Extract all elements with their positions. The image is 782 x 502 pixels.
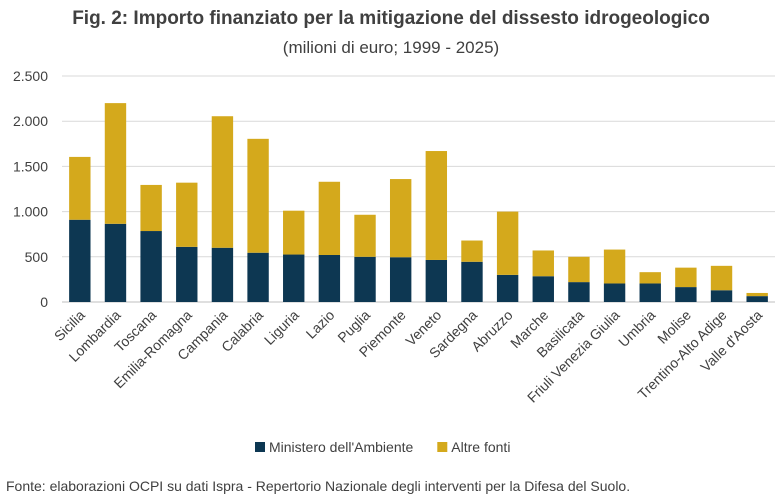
bar-segment xyxy=(283,254,305,302)
bar-segment xyxy=(69,156,91,220)
x-tick-label: Umbria xyxy=(615,307,658,350)
bar-segment xyxy=(461,261,483,302)
chart-title: Fig. 2: Importo finanziato per la mitiga… xyxy=(72,8,710,29)
bars xyxy=(69,103,768,302)
x-tick-label: Lazio xyxy=(303,307,338,342)
legend-swatch xyxy=(255,442,265,452)
bar-segment xyxy=(389,257,412,302)
y-tick-label: 2.500 xyxy=(13,68,48,84)
bar-segment xyxy=(710,290,733,302)
y-tick-label: 500 xyxy=(25,249,49,265)
bar-segment xyxy=(318,181,341,255)
bar-segment xyxy=(211,116,234,248)
bar-segment xyxy=(69,219,91,302)
bar-segment xyxy=(211,247,234,302)
bar-segment xyxy=(603,283,626,302)
bar-segment xyxy=(603,249,626,284)
source-note: Fonte: elaborazioni OCPI su dati Ispra -… xyxy=(6,478,631,494)
bar-segment xyxy=(389,179,412,258)
bar-segment xyxy=(675,287,697,302)
bar-segment xyxy=(247,252,269,302)
bar-segment xyxy=(425,151,448,260)
legend-label: Altre fonti xyxy=(451,439,510,455)
bar-segment xyxy=(176,182,198,247)
bar-segment xyxy=(496,274,519,302)
y-tick-label: 1.000 xyxy=(13,204,48,220)
legend-swatch xyxy=(437,442,448,452)
bar-segment xyxy=(104,223,127,302)
bar-segment xyxy=(283,210,305,255)
bar-segment xyxy=(140,184,162,232)
y-tick-label: 0 xyxy=(40,294,48,310)
bar-segment xyxy=(532,250,554,277)
x-tick-label: Liguria xyxy=(261,307,302,348)
bar-segment xyxy=(675,267,697,288)
bar-segment xyxy=(318,254,341,302)
bar-segment xyxy=(568,282,590,302)
bar-segment xyxy=(639,283,661,302)
gridlines xyxy=(62,75,775,303)
x-axis: SiciliaLombardiaToscanaEmilia-RomagnaCam… xyxy=(51,307,766,406)
bar-segment xyxy=(710,265,733,291)
bar-segment xyxy=(247,138,269,253)
bar-segment xyxy=(461,240,483,262)
bar-segment xyxy=(568,256,590,283)
bar-segment xyxy=(354,256,376,302)
bar-segment xyxy=(425,259,448,302)
bar-segment xyxy=(746,292,768,297)
y-tick-label: 2.000 xyxy=(13,113,48,129)
legend-label: Ministero dell'Ambiente xyxy=(269,439,414,455)
bar-segment xyxy=(746,296,768,302)
y-axis: 0 500 1.000 1.500 2.000 2.500 xyxy=(13,68,48,310)
bar-segment xyxy=(496,211,519,275)
chart-subtitle: (milioni di euro; 1999 - 2025) xyxy=(282,38,500,57)
stacked-bar-chart: 0 500 1.000 1.500 2.000 2.500 SiciliaLombardi… xyxy=(13,68,775,455)
bar-segment xyxy=(140,231,162,302)
bar-segment xyxy=(639,272,661,284)
bar-segment xyxy=(354,214,376,257)
y-tick-label: 1.500 xyxy=(13,158,48,174)
bar-segment xyxy=(532,276,554,302)
legend: Ministero dell'Ambiente Altre fonti xyxy=(255,439,510,455)
bar-segment xyxy=(176,246,198,302)
bar-segment xyxy=(104,103,127,224)
